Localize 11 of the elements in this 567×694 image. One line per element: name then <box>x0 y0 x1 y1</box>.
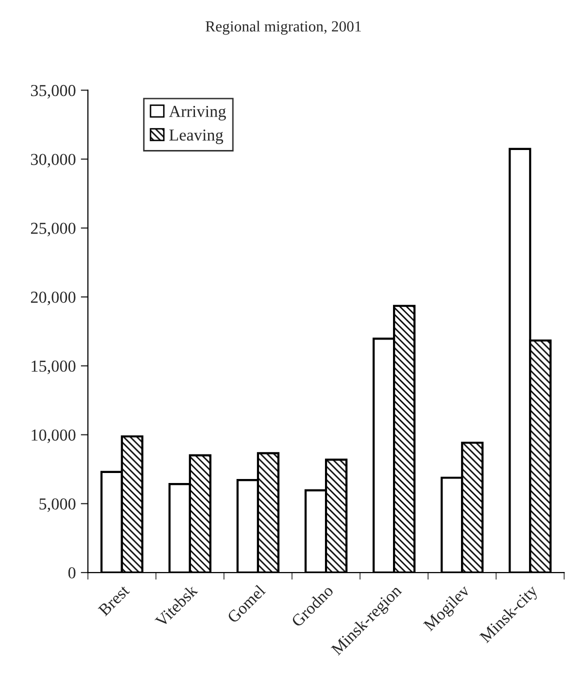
y-tick-label: 10,000 <box>32 429 76 444</box>
legend-label: Arriving <box>169 106 226 120</box>
y-tick-label: 0 <box>68 567 76 578</box>
y-tick-label: 5,000 <box>40 498 76 512</box>
y-tick-label: 30,000 <box>31 154 76 168</box>
chart-title: Regional migration, 2001 <box>206 20 361 35</box>
y-tick-label: 20,000 <box>30 292 76 306</box>
legend-label: Leaving <box>169 129 224 144</box>
y-tick-label: 25,000 <box>30 222 76 236</box>
y-tick-label: 15,000 <box>32 360 76 374</box>
y-tick-label: 35,000 <box>31 84 76 99</box>
